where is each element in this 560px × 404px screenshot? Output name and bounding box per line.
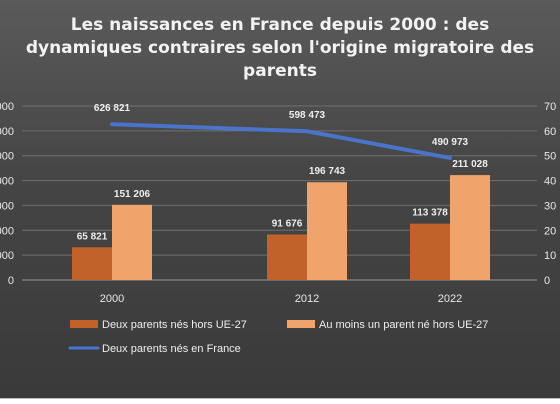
bar-data-label: 211 028 <box>452 159 488 170</box>
right-axis-tick-label: 60 <box>544 126 556 138</box>
right-axis-tick-label: 70 <box>544 101 556 113</box>
left-axis-tick-label: 000 <box>0 250 14 262</box>
right-axis-tick-label: 30 <box>544 200 556 212</box>
bar-data-label: 91 676 <box>272 218 303 229</box>
bar-un-parent-hors-ue <box>307 182 347 280</box>
legend-swatch <box>287 320 315 328</box>
left-axis-tick-label: 000 <box>0 200 14 212</box>
legend-label: Deux parents nés en France <box>102 343 241 355</box>
bar-data-label: 65 821 <box>77 231 108 242</box>
chart-title: Les naissances en France depuis 2000 : d… <box>25 15 535 81</box>
left-axis-tick-label: 000 <box>0 225 14 237</box>
bar-deux-parents-hors-ue <box>410 223 450 280</box>
bar-deux-parents-hors-ue <box>267 234 307 280</box>
left-axis-tick-label: 000 <box>0 176 14 188</box>
line-deux-parents-nes-en-france <box>110 122 452 160</box>
left-axis-tick-label: 000 <box>0 101 14 113</box>
right-axis-tick-label: 50 <box>544 151 556 163</box>
legend-swatch <box>70 320 98 328</box>
left-axis-tick-label: 000 <box>0 151 14 163</box>
bar-un-parent-hors-ue <box>112 204 152 280</box>
right-axis-tick-label: 0 <box>544 275 550 287</box>
left-axis-tick-label: 000 <box>0 126 14 138</box>
right-axis-tick-label: 40 <box>544 176 556 188</box>
left-axis-tick-label: 0 <box>8 275 14 287</box>
bar-data-label: 151 206 <box>114 189 151 200</box>
right-axis-tick-label: 10 <box>544 250 556 262</box>
x-axis-tick-label: 2022 <box>438 293 462 305</box>
bar-data-label: 196 743 <box>309 166 346 177</box>
right-axis-tick-label: 20 <box>544 225 556 237</box>
line-data-label: 490 973 <box>432 137 469 148</box>
bar-deux-parents-hors-ue <box>72 247 112 280</box>
bar-data-label: 113 378 <box>412 208 448 219</box>
bar-un-parent-hors-ue <box>450 175 490 280</box>
legend-label: Au moins un parent né hors UE-27 <box>319 319 488 331</box>
line-data-label: 598 473 <box>289 110 326 121</box>
legend-label: Deux parents nés hors UE-27 <box>102 319 247 331</box>
x-axis-tick-label: 2000 <box>100 293 124 305</box>
x-axis-tick-label: 2012 <box>295 293 319 305</box>
line-data-label: 626 821 <box>94 103 131 114</box>
